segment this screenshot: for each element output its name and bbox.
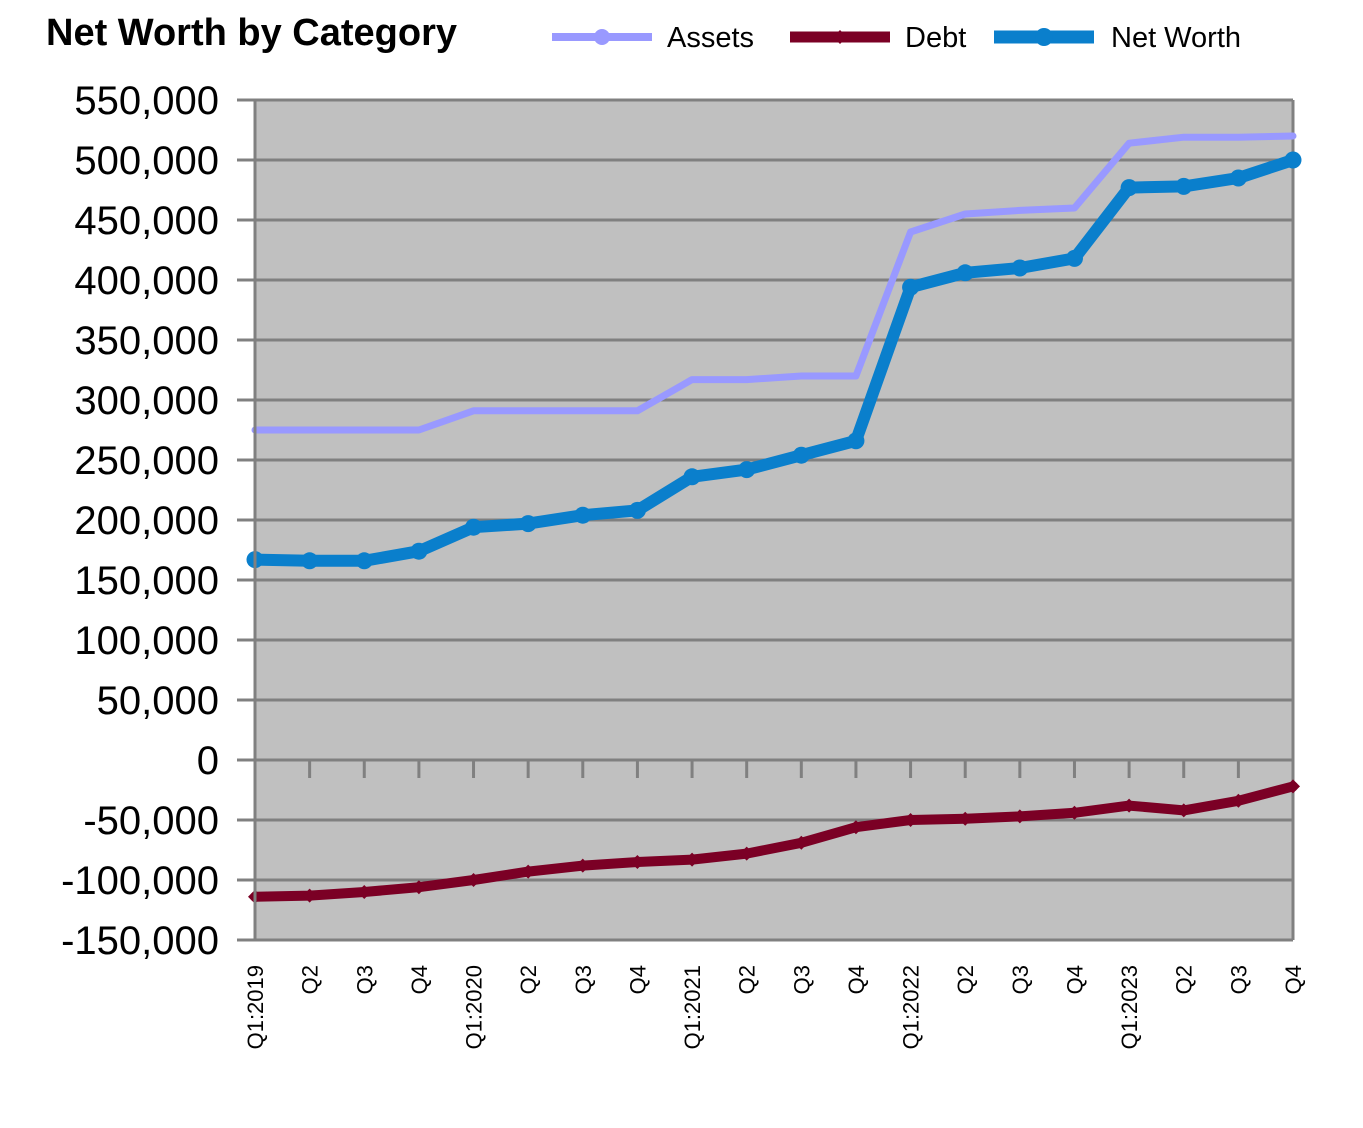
- x-tick-label-12: Q1:2022: [899, 965, 924, 1049]
- chart-title: Net Worth by Category: [46, 12, 457, 54]
- point-net-worth-6: [574, 506, 592, 524]
- point-debt-16: [1122, 798, 1137, 813]
- point-net-worth-10: [792, 446, 810, 464]
- point-net-worth-17: [1175, 177, 1193, 195]
- y-tick-label-11: 0: [197, 739, 219, 783]
- y-tick-label-4: 350,000: [74, 319, 219, 363]
- legend-marker-net-worth: [1035, 28, 1053, 46]
- point-net-worth-3: [410, 542, 428, 560]
- point-debt-17: [1176, 803, 1191, 818]
- x-tick-label-13: Q2: [953, 965, 978, 994]
- point-net-worth-14: [1011, 259, 1029, 277]
- x-tick-label-1: Q2: [298, 965, 323, 994]
- legend: Assets Debt Net Worth: [552, 22, 1241, 54]
- series-line-net-worth: [249, 154, 1299, 567]
- point-debt-13: [958, 811, 973, 826]
- legend-label-net-worth: Net Worth: [1111, 22, 1241, 54]
- y-tick-label-6: 250,000: [74, 439, 219, 483]
- y-tick-label-7: 200,000: [74, 499, 219, 543]
- x-tick-label-10: Q3: [789, 965, 814, 994]
- point-net-worth-13: [956, 264, 974, 282]
- point-debt-11: [848, 820, 863, 835]
- point-debt-2: [357, 885, 372, 899]
- point-net-worth-16: [1120, 179, 1138, 197]
- x-tick-label-4: Q1:2020: [462, 965, 487, 1049]
- y-tick-label-9: 100,000: [74, 619, 219, 663]
- legend-marker-assets: [594, 29, 610, 45]
- point-debt-9: [739, 846, 754, 861]
- x-tick-label-8: Q1:2021: [680, 965, 705, 1049]
- x-tick-label-16: Q1:2023: [1117, 965, 1142, 1049]
- y-tick-label-10: 50,000: [97, 679, 219, 723]
- point-net-worth-8: [683, 468, 701, 486]
- point-net-worth-2: [355, 552, 373, 570]
- point-debt-8: [685, 852, 700, 867]
- y-tick-label-1: 500,000: [74, 139, 219, 183]
- y-axis: 550,000 500,000 450,000 400,000 350,000 300,0…: [61, 79, 257, 963]
- point-debt-18: [1231, 793, 1246, 808]
- y-tick-label-0: 550,000: [74, 79, 219, 123]
- legend-label-debt: Debt: [905, 22, 966, 54]
- x-tick-label-15: Q4: [1062, 965, 1087, 994]
- x-tick-label-7: Q4: [625, 965, 650, 994]
- point-net-worth-18: [1229, 169, 1247, 187]
- x-tick-label-6: Q3: [571, 965, 596, 994]
- x-tick-label-9: Q2: [735, 965, 760, 994]
- point-net-worth-12: [902, 278, 920, 296]
- series-line-debt: [250, 781, 1298, 902]
- legend-label-assets: Assets: [667, 22, 754, 54]
- y-tick-label-13: -100,000: [61, 859, 219, 903]
- point-debt-15: [1067, 805, 1082, 820]
- point-net-worth-11: [847, 432, 865, 450]
- x-tick-label-5: Q2: [516, 965, 541, 994]
- x-axis: Q1:2019 Q2 Q3 Q4 Q1:2020 Q2 Q3 Q4 Q1:2021 Q2 Q3 Q4 Q…: [243, 965, 1306, 1049]
- x-tick-label-18: Q3: [1226, 965, 1251, 994]
- x-tick-label-11: Q4: [844, 965, 869, 994]
- point-net-worth-19: [1284, 151, 1302, 169]
- x-tick-label-2: Q3: [352, 965, 377, 994]
- point-debt-5: [521, 864, 536, 879]
- point-debt-4: [466, 873, 481, 887]
- point-debt-12: [903, 813, 918, 827]
- point-debt-7: [630, 855, 645, 869]
- y-tick-label-5: 300,000: [74, 379, 219, 423]
- point-debt-6: [575, 858, 590, 873]
- point-net-worth-7: [628, 501, 646, 519]
- legend-marker-debt: [833, 30, 847, 44]
- series-line-assets: [251, 132, 1297, 434]
- y-tick-label-3: 400,000: [74, 259, 219, 303]
- point-net-worth-9: [738, 461, 756, 479]
- point-debt-14: [1012, 809, 1027, 824]
- point-net-worth-5: [519, 515, 537, 533]
- point-net-worth-4: [465, 518, 483, 536]
- y-tick-label-14: -150,000: [61, 919, 219, 963]
- x-tick-label-17: Q2: [1172, 965, 1197, 994]
- x-tick-label-0: Q1:2019: [243, 965, 268, 1049]
- x-tick-label-3: Q4: [407, 965, 432, 994]
- x-tick-label-14: Q3: [1008, 965, 1033, 994]
- point-debt-1: [302, 888, 317, 903]
- point-net-worth-15: [1065, 249, 1083, 267]
- y-tick-label-2: 450,000: [74, 199, 219, 243]
- x-tick-label-19: Q4: [1281, 965, 1306, 994]
- plot-area: [246, 98, 1302, 942]
- y-tick-label-12: -50,000: [83, 799, 219, 843]
- point-net-worth-1: [301, 552, 319, 570]
- point-debt-10: [794, 835, 809, 850]
- point-debt-3: [411, 880, 426, 895]
- y-tick-label-8: 150,000: [74, 559, 219, 603]
- point-debt-19: [1286, 779, 1300, 794]
